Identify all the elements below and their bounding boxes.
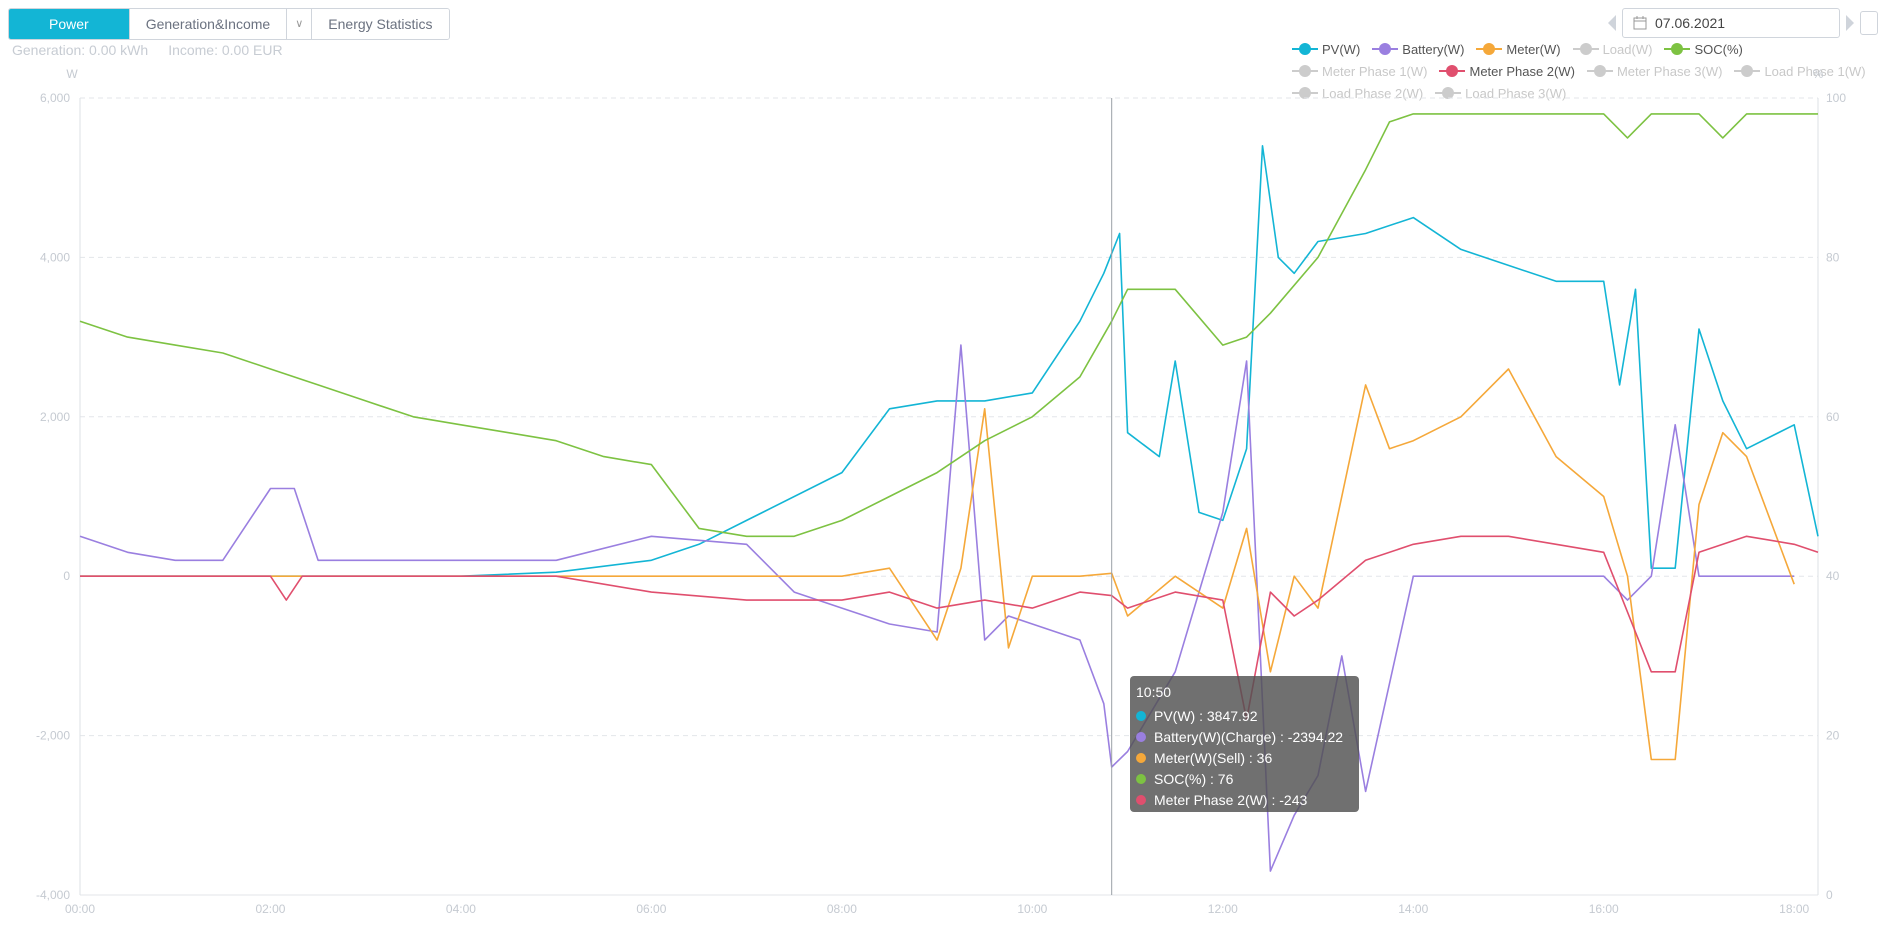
legend-marker-icon <box>1572 43 1599 55</box>
tooltip-text: SOC(%) : 76 <box>1154 770 1234 787</box>
y-tick-left: 0 <box>63 569 70 583</box>
summary-bar: Generation: 0.00 kWh Income: 0.00 EUR <box>12 42 283 58</box>
legend-marker-icon <box>1476 43 1503 55</box>
legend-item[interactable]: Meter Phase 2(W) <box>1439 60 1575 82</box>
chart-legend: PV(W) Battery(W) Meter(W) Load(W) SOC(%) Mete… <box>1292 38 1881 104</box>
legend-label: Load Phase 2(W) <box>1322 85 1424 101</box>
tooltip-text: Battery(W)(Charge) : -2394.22 <box>1154 728 1344 745</box>
x-tick: 12:00 <box>1208 902 1238 916</box>
y-tick-right: 40 <box>1826 569 1840 583</box>
tooltip-time: 10:50 <box>1136 684 1172 700</box>
series-line <box>80 368 1795 761</box>
tooltip-dot-icon <box>1136 773 1146 784</box>
legend-marker-icon <box>1372 43 1399 55</box>
legend-marker-icon <box>1292 43 1318 55</box>
legend-label: Meter Phase 3(W) <box>1616 63 1723 79</box>
date-value: 07.06.2021 <box>1655 15 1726 31</box>
tooltip-text: Meter(W)(Sell) : 36 <box>1154 749 1273 766</box>
legend-item[interactable]: Load Phase 3(W) <box>1435 82 1566 104</box>
x-tick: 02:00 <box>255 902 285 916</box>
tooltip-row: PV(W) : 3847.92 <box>1136 705 1353 726</box>
legend-marker-icon <box>1664 43 1691 55</box>
y-tick-right: 20 <box>1826 729 1840 743</box>
y-axis-label-right: % <box>1813 67 1824 81</box>
x-tick: 16:00 <box>1589 902 1619 916</box>
next-date-arrow-icon[interactable] <box>1846 15 1854 31</box>
legend-label: Load Phase 1(W) <box>1764 63 1866 79</box>
tooltip-text: Meter Phase 2(W) : -243 <box>1154 791 1308 808</box>
tab-generation-income[interactable]: Generation&Income <box>129 9 288 39</box>
tooltip-row: Meter Phase 2(W) : -243 <box>1136 789 1353 810</box>
calendar-icon <box>1633 16 1647 30</box>
legend-marker-icon <box>1439 65 1466 77</box>
legend-marker-icon <box>1586 65 1613 77</box>
legend-item[interactable]: Meter Phase 3(W) <box>1586 60 1723 82</box>
legend-marker-icon <box>1292 65 1318 77</box>
y-tick-left: 2,000 <box>40 410 70 424</box>
legend-item[interactable]: Load Phase 2(W) <box>1292 82 1423 104</box>
legend-label: SOC(%) <box>1694 41 1743 57</box>
export-icon[interactable] <box>1860 11 1878 35</box>
date-picker[interactable]: 07.06.2021 <box>1622 8 1840 38</box>
tooltip-row: Battery(W)(Charge) : -2394.22 <box>1136 726 1353 747</box>
tooltip-dot-icon <box>1136 710 1146 721</box>
y-tick-left: 6,000 <box>40 91 70 105</box>
legend-item[interactable]: Load Phase 1(W) <box>1734 60 1866 82</box>
legend-label: Meter(W) <box>1506 41 1561 57</box>
legend-marker-icon <box>1734 65 1761 77</box>
legend-item[interactable]: Meter(W) <box>1476 38 1561 60</box>
x-tick: 10:00 <box>1017 902 1047 916</box>
tooltip-dot-icon <box>1136 794 1146 805</box>
legend-label: Load Phase 3(W) <box>1465 85 1567 101</box>
legend-label: Meter Phase 1(W) <box>1322 63 1428 79</box>
x-tick: 08:00 <box>827 902 857 916</box>
legend-item[interactable]: Meter Phase 1(W) <box>1292 60 1427 82</box>
y-tick-left: -4,000 <box>36 888 70 902</box>
legend-item[interactable]: PV(W) <box>1292 38 1360 60</box>
tooltip-row: SOC(%) : 76 <box>1136 768 1353 789</box>
chart-tooltip: 10:50 PV(W) : 3847.92 Battery(W)(Charge) … <box>1130 676 1359 812</box>
legend-label: Battery(W) <box>1402 41 1465 57</box>
tooltip-dot-icon <box>1136 752 1146 763</box>
y-tick-right: 80 <box>1826 250 1840 264</box>
y-tick-right: 100 <box>1826 91 1846 105</box>
x-tick: 14:00 <box>1398 902 1428 916</box>
generation-summary: Generation: 0.00 kWh <box>12 42 149 58</box>
series-line <box>79 113 1818 538</box>
income-summary: Income: 0.00 EUR <box>168 42 283 58</box>
y-tick-left: 4,000 <box>40 250 70 264</box>
x-tick: 00:00 <box>65 902 95 916</box>
legend-marker-icon <box>1292 87 1318 99</box>
chevron-down-icon[interactable]: ∨ <box>287 9 313 39</box>
y-tick-right: 60 <box>1826 410 1840 424</box>
legend-item[interactable]: SOC(%) <box>1664 38 1743 60</box>
legend-item[interactable]: Battery(W) <box>1372 38 1464 60</box>
x-tick: 04:00 <box>446 902 476 916</box>
tab-energy-statistics[interactable]: Energy Statistics <box>312 9 449 39</box>
tooltip-dot-icon <box>1136 731 1146 742</box>
tab-power[interactable]: Power <box>9 9 130 39</box>
x-tick: 18:00 <box>1779 902 1809 916</box>
legend-label: PV(W) <box>1322 41 1361 57</box>
y-axis-label-left: W <box>66 67 78 81</box>
tooltip-text: PV(W) : 3847.92 <box>1154 707 1258 724</box>
series-line <box>79 344 1795 872</box>
legend-marker-icon <box>1435 87 1462 99</box>
legend-label: Meter Phase 2(W) <box>1469 63 1575 79</box>
legend-item[interactable]: Load(W) <box>1572 38 1653 60</box>
y-tick-right: 0 <box>1826 888 1833 902</box>
x-tick: 06:00 <box>636 902 666 916</box>
y-tick-left: -2,000 <box>36 729 70 743</box>
series-line <box>80 535 1819 721</box>
series-line <box>80 145 1819 578</box>
prev-date-arrow-icon[interactable] <box>1608 15 1616 31</box>
view-tabs: Power Generation&Income ∨ Energy Statist… <box>8 8 450 40</box>
date-picker-group: 07.06.2021 <box>1608 8 1878 38</box>
tooltip-row: Meter(W)(Sell) : 36 <box>1136 747 1353 768</box>
legend-label: Load(W) <box>1602 41 1653 57</box>
